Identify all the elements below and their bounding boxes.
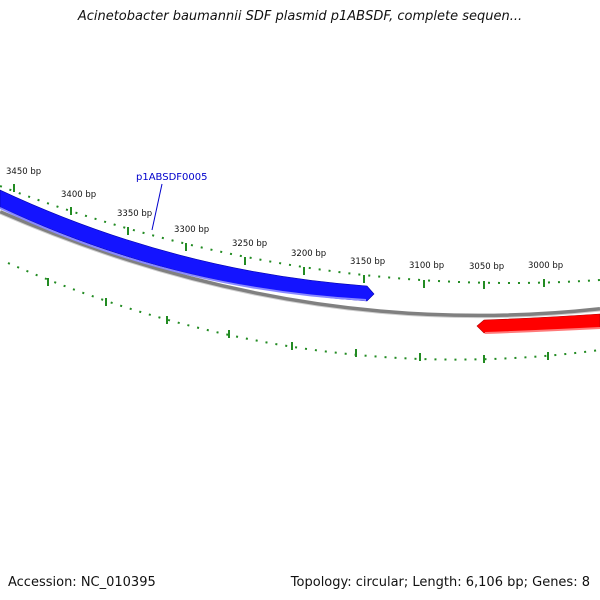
forward-gene-arrow[interactable] xyxy=(0,189,375,302)
accession-text: Accession: NC_010395 xyxy=(8,575,156,590)
backbone-circle xyxy=(0,210,600,318)
forward-gene-arrow-shade xyxy=(0,207,367,301)
inner-minor-ticks xyxy=(7,262,600,361)
tick-label: 3150 bp xyxy=(350,257,385,267)
outer-minor-ticks xyxy=(0,185,600,284)
tick-label: 3350 bp xyxy=(117,209,152,219)
backbone-circle-highlight xyxy=(0,213,600,319)
tick-label: 3250 bp xyxy=(232,239,267,249)
map-summary: Topology: circular; Length: 6,106 bp; Ge… xyxy=(290,575,590,590)
tick-label: 3000 bp xyxy=(528,261,563,271)
inner-major-ticks xyxy=(47,278,549,363)
reverse-gene-arrow-shade xyxy=(484,327,600,334)
gene-label-leader xyxy=(151,183,163,231)
outer-major-ticks xyxy=(13,184,545,289)
tick-label: 3200 bp xyxy=(291,249,326,259)
tick-label: 3050 bp xyxy=(469,262,504,272)
outer-tick-ring: 3450 bp 3400 bp 3350 bp 3300 bp 3250 bp 3200 … xyxy=(0,167,600,289)
tick-label: 3100 bp xyxy=(409,261,444,271)
inner-tick-ring xyxy=(7,262,600,363)
tick-label: 3450 bp xyxy=(6,167,41,177)
gene-label-p1ABSDF0005[interactable]: p1ABSDF0005 xyxy=(136,172,207,183)
tick-label: 3400 bp xyxy=(61,190,96,200)
gene-p1ABSDF0005[interactable] xyxy=(0,189,375,302)
tick-label: 3300 bp xyxy=(174,225,209,235)
map-title: Acinetobacter baumannii SDF plasmid p1AB… xyxy=(77,9,523,24)
gene-reverse[interactable] xyxy=(476,313,600,334)
tick-labels: 3450 bp 3400 bp 3350 bp 3300 bp 3250 bp 3200 … xyxy=(6,167,563,272)
